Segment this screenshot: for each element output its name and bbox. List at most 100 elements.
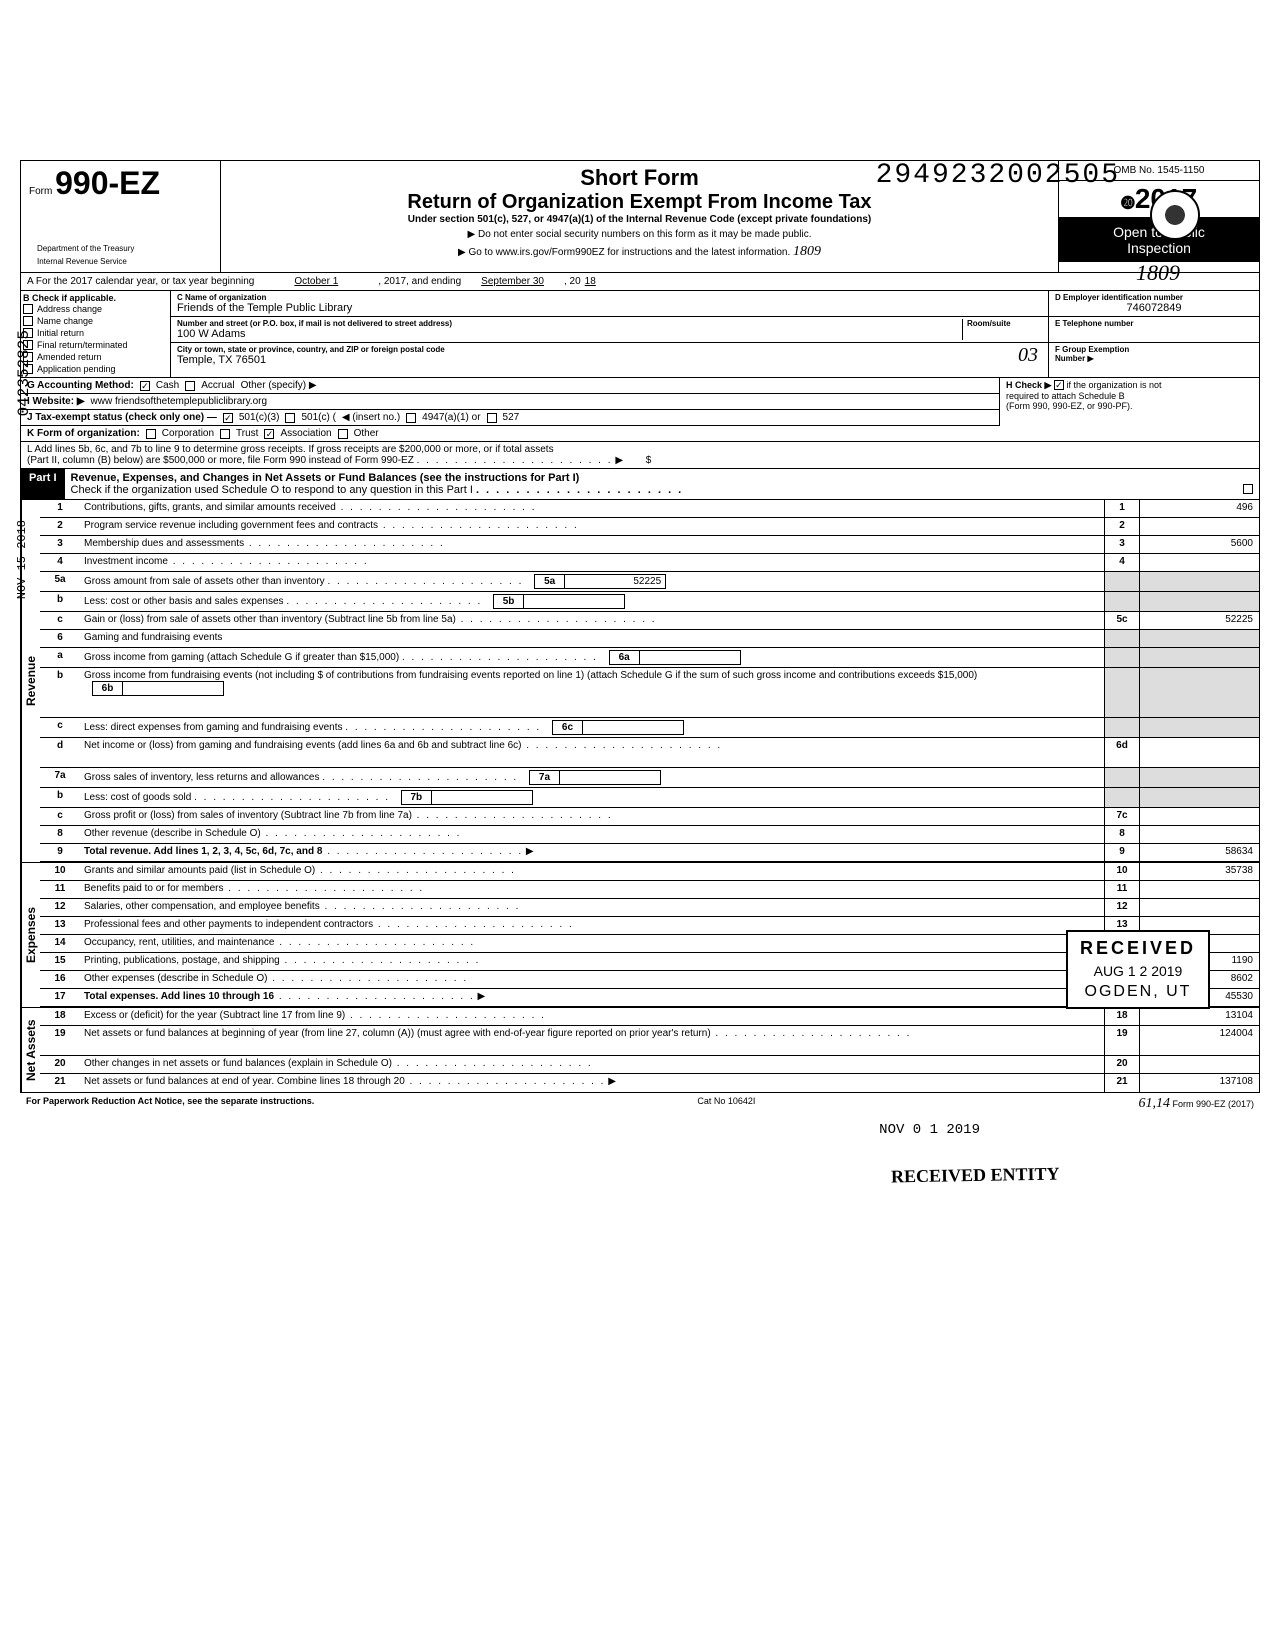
chk-501c3[interactable]: ✓: [223, 413, 233, 423]
other-org-label: Other: [354, 428, 379, 439]
chk-501c[interactable]: [285, 413, 295, 423]
ival[interactable]: [560, 771, 660, 784]
line-box: 9: [1104, 844, 1139, 861]
chk-amended[interactable]: Amended return: [23, 351, 168, 363]
ival[interactable]: [123, 682, 223, 695]
line-val[interactable]: 137108: [1139, 1074, 1259, 1092]
line-20: 20 Other changes in net assets or fund b…: [40, 1056, 1259, 1074]
line-val[interactable]: [1139, 518, 1259, 535]
line-val[interactable]: 58634: [1139, 844, 1259, 861]
handwritten-code: 1809: [1136, 260, 1180, 286]
line-val[interactable]: [1139, 1056, 1259, 1073]
chk-label: Name change: [37, 316, 93, 326]
line-box: 5c: [1104, 612, 1139, 629]
chk-address-change[interactable]: Address change: [23, 303, 168, 315]
chk-label: Amended return: [37, 352, 102, 362]
line-desc: Total expenses. Add lines 10 through 16: [84, 991, 274, 1002]
chk-527[interactable]: [487, 413, 497, 423]
line-desc: Program service revenue including govern…: [84, 520, 378, 531]
line-val[interactable]: 496: [1139, 500, 1259, 517]
subtitle: Under section 501(c), 527, or 4947(a)(1)…: [225, 214, 1054, 225]
year-end[interactable]: 18: [585, 276, 596, 287]
chk-initial-return[interactable]: Initial return: [23, 327, 168, 339]
chk-corp[interactable]: [146, 429, 156, 439]
line-6a: a Gross income from gaming (attach Sched…: [40, 648, 1259, 668]
ival[interactable]: 52225: [565, 575, 665, 588]
line-box-shaded: [1104, 668, 1139, 717]
line-box-shaded: [1104, 718, 1139, 737]
chk-label: Application pending: [37, 364, 116, 374]
line-val[interactable]: 5600: [1139, 536, 1259, 553]
line-num: 3: [40, 536, 80, 553]
ibox: 6c: [553, 721, 583, 734]
chk-pending[interactable]: Application pending: [23, 363, 168, 375]
website-value[interactable]: www friendsofthetemplepubliclibrary.org: [91, 396, 268, 407]
line-val[interactable]: [1139, 899, 1259, 916]
line-val[interactable]: [1139, 881, 1259, 898]
instruction-2: ▶ Go to www.irs.gov/Form990EZ for instru…: [225, 244, 1054, 260]
line-desc: Occupancy, rent, utilities, and maintena…: [84, 937, 274, 948]
chk-4947[interactable]: [406, 413, 416, 423]
line-desc: Other expenses (describe in Schedule O): [84, 973, 267, 984]
chk-final-return[interactable]: Final return/terminated: [23, 339, 168, 351]
ival[interactable]: [583, 721, 683, 734]
line-19: 19 Net assets or fund balances at beginn…: [40, 1026, 1259, 1056]
line-val[interactable]: 52225: [1139, 612, 1259, 629]
assoc-label: Association: [280, 428, 331, 439]
line-num: b: [40, 592, 80, 611]
chk-cash[interactable]: ✓: [140, 381, 150, 391]
line-val[interactable]: 35738: [1139, 863, 1259, 880]
line-val[interactable]: 13104: [1139, 1008, 1259, 1025]
line-num: 18: [40, 1008, 80, 1025]
year-end-month[interactable]: September 30: [481, 276, 544, 287]
line-box: 18: [1104, 1008, 1139, 1025]
line-desc: Benefits paid to or for members: [84, 883, 224, 894]
line-desc: Professional fees and other payments to …: [84, 919, 373, 930]
line-desc: Investment income: [84, 556, 168, 567]
4947-label: 4947(a)(1) or: [422, 412, 480, 423]
line-val[interactable]: 124004: [1139, 1026, 1259, 1055]
line-box-shaded: [1104, 592, 1139, 611]
chk-assoc[interactable]: ✓: [264, 429, 274, 439]
website-label: I Website: ▶: [27, 396, 85, 407]
line-7c: c Gross profit or (loss) from sales of i…: [40, 808, 1259, 826]
line-box: 12: [1104, 899, 1139, 916]
line-desc: Other revenue (describe in Schedule O): [84, 828, 261, 839]
line-6d: d Net income or (loss) from gaming and f…: [40, 738, 1259, 768]
chk-name-change[interactable]: Name change: [23, 315, 168, 327]
addr-label: Number and street (or P.O. box, if mail …: [177, 319, 962, 328]
ival[interactable]: [432, 791, 532, 804]
chk-label: Final return/terminated: [37, 340, 128, 350]
line-box-shaded: [1104, 768, 1139, 787]
irs-eagle-logo: [1150, 190, 1200, 240]
chk-schedule-b[interactable]: ✓: [1054, 380, 1064, 390]
row-l-text2: (Part II, column (B) below) are $500,000…: [27, 455, 414, 466]
org-city[interactable]: Temple, TX 76501: [177, 354, 1042, 366]
ein-value[interactable]: 746072849: [1055, 302, 1253, 314]
line-val[interactable]: [1139, 554, 1259, 571]
chk-trust[interactable]: [220, 429, 230, 439]
line-desc: Grants and similar amounts paid (list in…: [84, 865, 315, 876]
org-address[interactable]: 100 W Adams: [177, 328, 962, 340]
org-name[interactable]: Friends of the Temple Public Library: [177, 302, 1042, 314]
chk-accrual[interactable]: [185, 381, 195, 391]
group-exempt-label: F Group Exemption: [1055, 345, 1253, 354]
chk-schedule-o[interactable]: [1243, 484, 1253, 494]
line-num: 21: [40, 1074, 80, 1092]
ival[interactable]: [640, 651, 740, 664]
row-l-text1: L Add lines 5b, 6c, and 7b to line 9 to …: [27, 444, 554, 455]
line-num: 10: [40, 863, 80, 880]
inspection: Inspection: [1065, 240, 1253, 256]
line-5b: b Less: cost or other basis and sales ex…: [40, 592, 1259, 612]
year-begin[interactable]: October 1: [294, 276, 338, 287]
line-val[interactable]: [1139, 826, 1259, 843]
line-num: 8: [40, 826, 80, 843]
chk-other-org[interactable]: [338, 429, 348, 439]
line-val[interactable]: [1139, 808, 1259, 825]
ibox: 7a: [530, 771, 560, 784]
line-val[interactable]: [1139, 738, 1259, 767]
line-9: 9 Total revenue. Add lines 1, 2, 3, 4, 5…: [40, 844, 1259, 862]
ival[interactable]: [524, 595, 624, 608]
footer-hand: 61,14: [1138, 1096, 1170, 1111]
chk-label: Initial return: [37, 328, 84, 338]
